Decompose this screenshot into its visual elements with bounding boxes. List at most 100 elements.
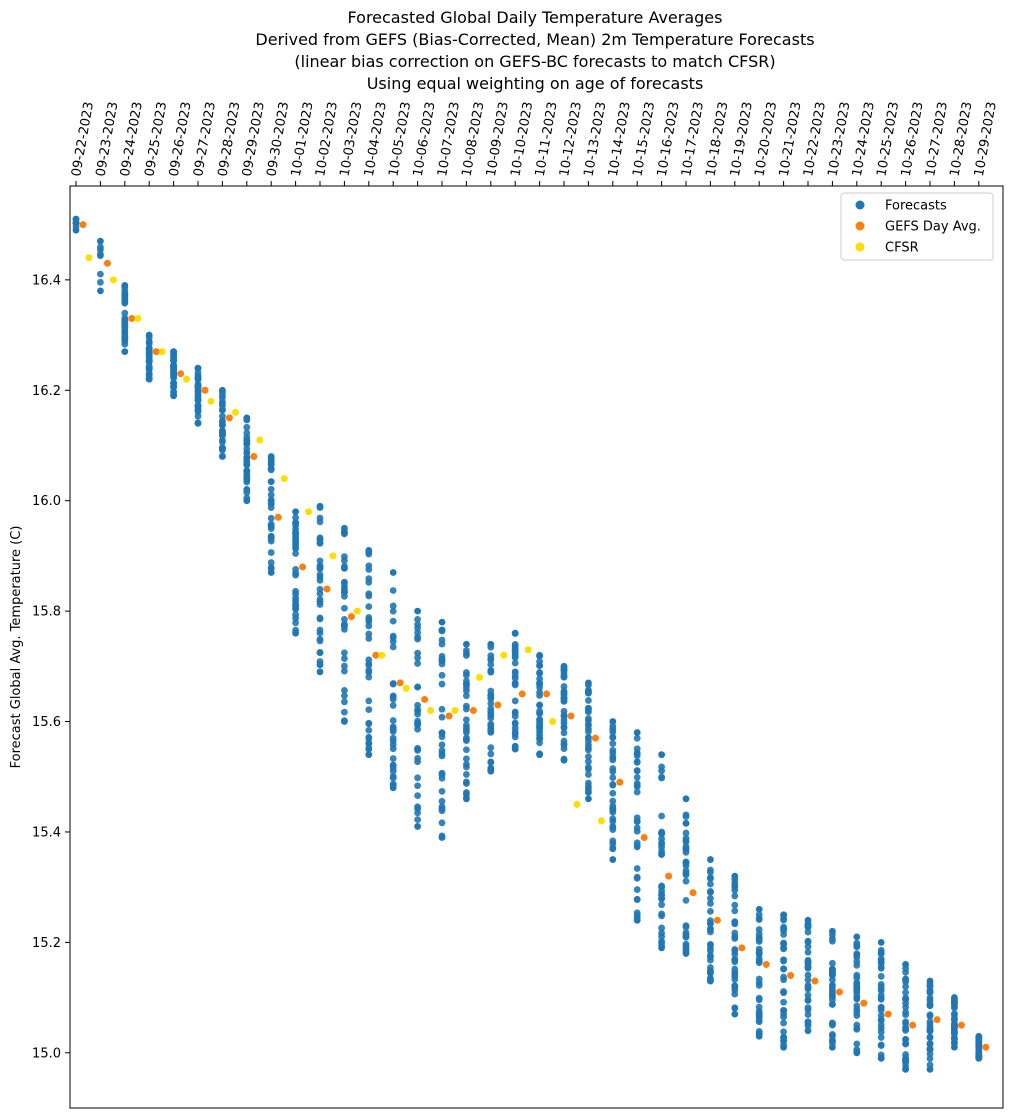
- forecast-point: [926, 1012, 934, 1020]
- forecast-point: [731, 958, 739, 966]
- forecast-point: [951, 1003, 958, 1011]
- forecast-point: [560, 707, 568, 715]
- forecast-point: [438, 705, 446, 713]
- forecast-point: [877, 950, 885, 957]
- cfsr-point: [109, 276, 117, 284]
- forecast-point: [72, 215, 80, 223]
- forecast-point: [463, 669, 470, 676]
- forecast-point: [365, 661, 373, 669]
- forecast-point: [292, 529, 299, 537]
- forecast-point: [658, 890, 665, 898]
- x-tick-label: 09-29-2023: [240, 101, 268, 178]
- forecast-point: [804, 916, 812, 924]
- forecast-point: [414, 809, 421, 817]
- forecast-point: [877, 938, 885, 946]
- forecast-point: [975, 1054, 983, 1062]
- forecast-point: [365, 751, 373, 759]
- cfsr-point: [597, 817, 605, 825]
- legend-marker: [855, 221, 865, 231]
- forecast-point: [633, 788, 641, 796]
- forecast-point: [609, 781, 617, 789]
- x-tick-label: 09-23-2023: [94, 101, 122, 178]
- forecast-point: [389, 634, 397, 642]
- forecast-point: [731, 1010, 739, 1018]
- forecast-point: [121, 309, 129, 317]
- forecast-point: [365, 697, 373, 705]
- forecast-point: [633, 734, 641, 742]
- forecast-point: [97, 237, 104, 245]
- forecast-point: [219, 421, 226, 429]
- forecast-point: [414, 607, 421, 615]
- forecast-point: [365, 603, 373, 611]
- forecast-point: [682, 950, 690, 957]
- forecast-point: [658, 843, 665, 851]
- forecast-point: [731, 947, 739, 955]
- forecast-point: [194, 382, 202, 389]
- forecast-point: [877, 980, 885, 988]
- forecast-point: [389, 717, 397, 724]
- x-tick-label: 09-27-2023: [191, 101, 219, 178]
- forecast-point: [365, 745, 373, 753]
- gefs-day-avg-point: [396, 679, 404, 687]
- forecast-point: [536, 701, 543, 709]
- x-tick-label: 10-19-2023: [728, 101, 756, 178]
- forecast-point: [341, 622, 348, 630]
- forecast-point: [609, 768, 617, 775]
- cfsr-point: [549, 718, 557, 726]
- gefs-day-avg-point: [225, 414, 233, 422]
- forecast-point: [341, 718, 348, 725]
- forecast-point: [609, 774, 617, 781]
- forecast-point: [316, 601, 324, 608]
- forecast-point: [731, 883, 739, 891]
- forecast-point: [780, 1036, 787, 1044]
- forecast-point: [487, 767, 495, 775]
- y-tick-label: 15.2: [32, 936, 61, 951]
- forecast-point: [438, 627, 446, 635]
- x-tick-label: 10-25-2023: [874, 101, 902, 178]
- forecast-point: [438, 741, 446, 749]
- forecast-point: [633, 909, 641, 917]
- forecast-point: [365, 635, 373, 642]
- forecast-point: [585, 744, 592, 752]
- x-tick-label: 10-22-2023: [801, 101, 829, 178]
- gefs-day-avg-point: [103, 259, 111, 267]
- forecast-point: [341, 649, 348, 657]
- forecast-point: [560, 756, 568, 764]
- forecast-point: [316, 502, 324, 510]
- forecast-point: [951, 1039, 958, 1046]
- forecast-point: [780, 1019, 787, 1027]
- forecast-point: [463, 716, 470, 724]
- forecast-point: [267, 504, 275, 511]
- gefs-day-avg-point: [347, 613, 355, 621]
- forecast-point: [170, 348, 178, 356]
- forecast-point: [829, 1037, 836, 1045]
- gefs-day-avg-point: [713, 916, 721, 924]
- forecast-point: [853, 1025, 861, 1033]
- forecast-point: [780, 1010, 787, 1018]
- forecast-point: [511, 674, 519, 682]
- forecast-point: [609, 856, 617, 863]
- forecast-point: [804, 976, 812, 984]
- gefs-day-avg-point: [787, 971, 795, 979]
- forecast-point: [145, 366, 153, 374]
- forecast-point: [877, 1021, 885, 1029]
- forecast-point: [438, 713, 446, 721]
- forecast-point: [829, 993, 836, 1000]
- forecast-point: [316, 629, 324, 637]
- legend-marker: [855, 242, 865, 252]
- forecast-point: [438, 655, 446, 663]
- forecast-point: [609, 789, 617, 797]
- forecast-point: [194, 402, 202, 410]
- forecast-point: [658, 912, 665, 920]
- forecast-point: [658, 944, 665, 952]
- forecast-point: [170, 361, 178, 369]
- y-tick-label: 15.4: [32, 825, 61, 840]
- forecast-point: [438, 680, 446, 688]
- forecast-point: [365, 592, 373, 600]
- forecast-point: [951, 1010, 958, 1018]
- forecast-point: [316, 615, 324, 623]
- forecast-point: [463, 640, 470, 648]
- forecast-point: [975, 1041, 983, 1048]
- forecast-point: [438, 787, 446, 795]
